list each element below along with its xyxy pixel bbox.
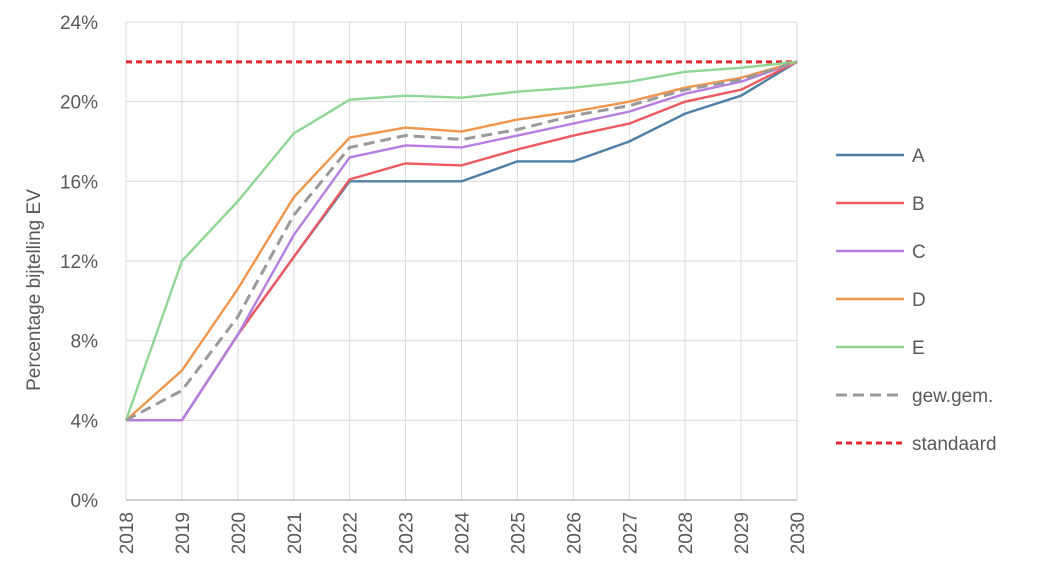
x-axis-ticks: 2018 2019 2020 2021 2022 2023 2024 2025 2026 2027… — [117, 512, 809, 555]
legend-label: D — [912, 290, 926, 311]
y-tick-label: 24% — [60, 13, 98, 34]
y-axis-ticks: 0% 4% 8% 12% 16% 20% 24% — [60, 13, 98, 512]
x-tick-label: 2019 — [173, 512, 194, 554]
legend-label: gew.gem. — [912, 386, 993, 407]
x-tick-label: 2028 — [676, 512, 697, 554]
legend-label: B — [912, 194, 925, 215]
legend-label: A — [912, 146, 925, 167]
x-tick-label: 2029 — [732, 512, 753, 554]
series-line-gew-gem- — [125, 60, 798, 422]
y-tick-label: 4% — [71, 411, 99, 432]
legend-label: C — [912, 242, 926, 263]
x-tick-label: 2025 — [508, 512, 529, 554]
x-tick-label: 2024 — [453, 512, 474, 555]
x-tick-label: 2018 — [117, 512, 138, 554]
series-line-e — [124, 60, 798, 421]
y-tick-label: 20% — [60, 93, 98, 114]
y-axis-label: Percentage bijtelling EV — [24, 189, 45, 391]
series-line-d — [125, 60, 798, 422]
grid — [125, 21, 798, 501]
x-tick-label: 2021 — [285, 512, 306, 554]
series-lines — [124, 60, 798, 422]
series-line-c — [126, 60, 798, 422]
legend-label: E — [912, 338, 925, 359]
x-tick-label: 2030 — [788, 512, 809, 554]
y-tick-label: 0% — [71, 491, 99, 512]
y-tick-label: 16% — [60, 172, 98, 193]
legend-label: standaard — [912, 434, 997, 455]
x-tick-label: 2022 — [341, 512, 362, 554]
y-tick-label: 12% — [60, 252, 98, 273]
x-tick-label: 2027 — [620, 512, 641, 554]
x-tick-label: 2023 — [397, 512, 418, 554]
x-tick-label: 2026 — [564, 512, 585, 554]
x-tick-label: 2020 — [229, 512, 250, 554]
y-tick-label: 8% — [71, 332, 99, 353]
